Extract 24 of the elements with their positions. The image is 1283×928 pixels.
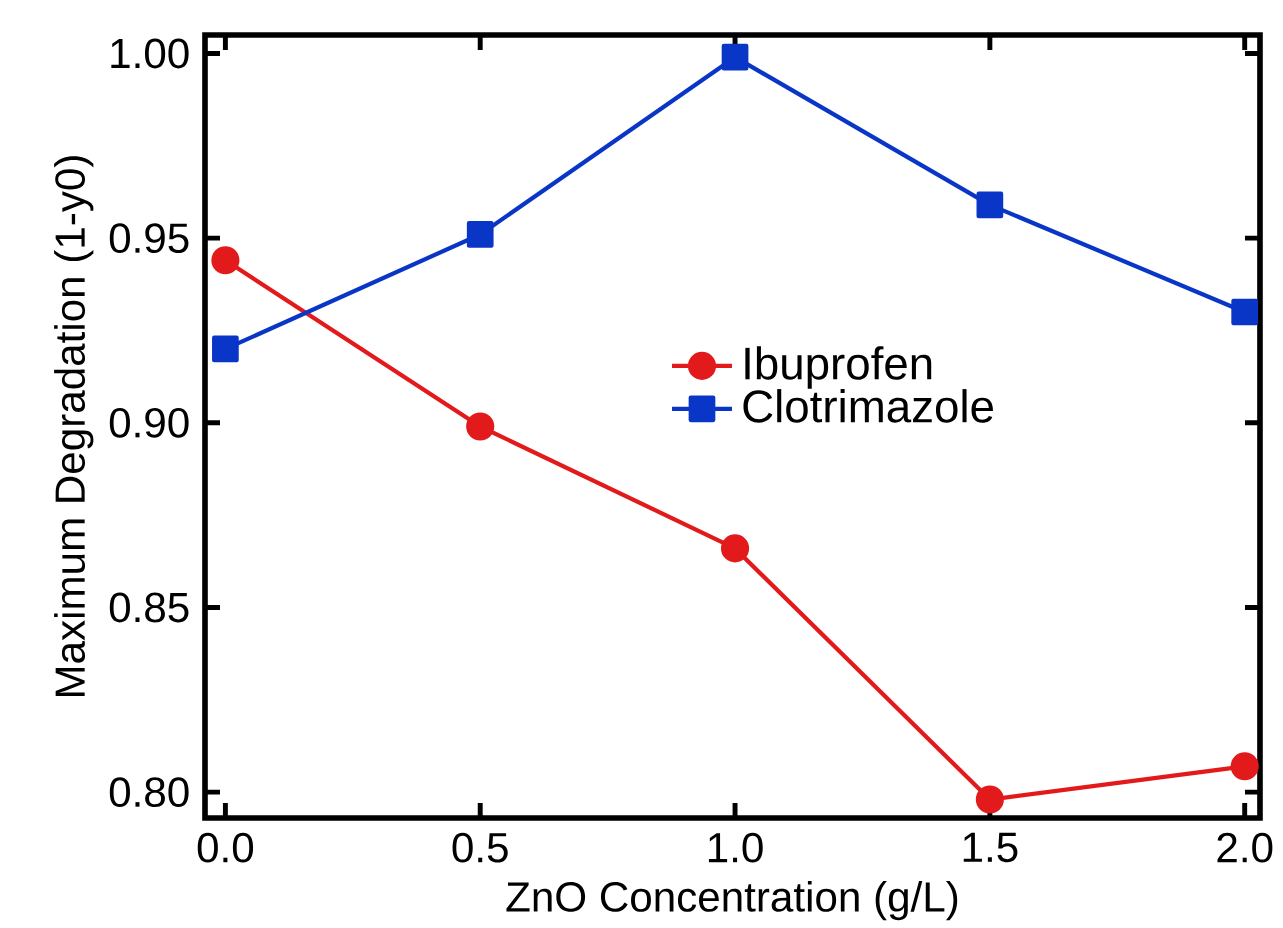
point bbox=[975, 785, 1004, 814]
point bbox=[720, 534, 750, 563]
point bbox=[212, 335, 239, 363]
x-axis-title: ZnO Concentration (g/L) bbox=[506, 880, 958, 921]
legend-label: Ibuprofen bbox=[745, 346, 932, 389]
y-tick-label: 0.85 bbox=[109, 592, 189, 623]
x-tick-label: 2.0 bbox=[1217, 832, 1273, 863]
y-tick-label: 0.90 bbox=[109, 407, 189, 438]
y-axis-title: Maximum Degradation (1-y0) bbox=[54, 156, 94, 697]
point bbox=[466, 412, 495, 441]
point bbox=[721, 43, 749, 71]
point bbox=[466, 221, 494, 248]
point bbox=[1231, 298, 1259, 326]
y-tick-label: 0.80 bbox=[109, 777, 189, 808]
point bbox=[1230, 752, 1259, 781]
point bbox=[211, 246, 240, 275]
x-tick-label: 0.0 bbox=[197, 832, 254, 863]
y-tick-label: 0.95 bbox=[109, 223, 189, 254]
x-tick-label: 1.5 bbox=[963, 832, 1018, 863]
y-tick-label: 1.00 bbox=[111, 38, 189, 69]
legend-label: Clotrimazole bbox=[743, 389, 993, 423]
point bbox=[976, 191, 1004, 219]
x-tick-label: 1.0 bbox=[708, 832, 763, 863]
x-tick-label: 0.5 bbox=[452, 832, 508, 863]
